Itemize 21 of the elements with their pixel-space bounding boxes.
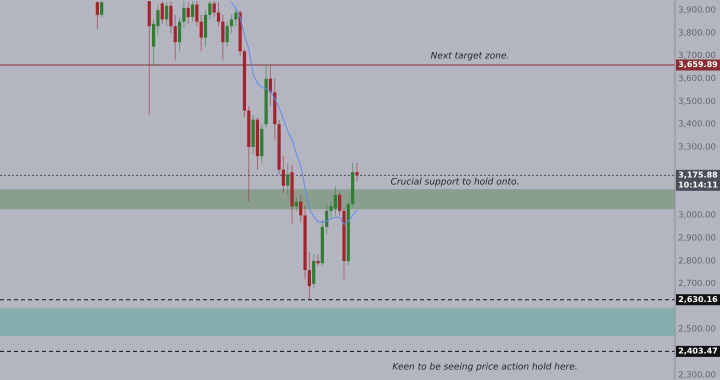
y-tick-label: 3,000.00 — [678, 210, 716, 221]
ref-line-label: 2,403.47 — [678, 346, 718, 356]
y-tick-label: 2,700.00 — [678, 279, 716, 290]
ref-line-label: 2,630.16 — [678, 294, 718, 304]
annotation: Crucial support to hold onto. — [390, 177, 520, 188]
y-tick-label: 3,300.00 — [678, 142, 716, 152]
y-tick-label: 3,500.00 — [678, 96, 716, 107]
y-tick-label: 2,900.00 — [678, 234, 716, 244]
y-tick-label: 2,800.00 — [678, 256, 716, 266]
annotation: Next target zone. — [430, 51, 510, 62]
line-series — [230, 2, 358, 226]
y-tick-label: 3,900.00 — [678, 6, 716, 16]
y-tick-label: 2,300.00 — [678, 370, 716, 380]
y-tick-label: 2,500.00 — [678, 324, 716, 335]
y-tick-label: 3,400.00 — [678, 120, 716, 130]
y-tick-label: 3,700.00 — [678, 51, 716, 62]
y-tick-label: 3,800.00 — [678, 28, 716, 38]
ref-line-label: 3,175.88 10:14:11 — [678, 170, 718, 190]
annotation: Keen to be seeing price action hold here. — [392, 362, 578, 372]
y-tick-label: 3,600.00 — [678, 74, 716, 84]
ref-line-label: 3,659.89 — [678, 60, 718, 70]
